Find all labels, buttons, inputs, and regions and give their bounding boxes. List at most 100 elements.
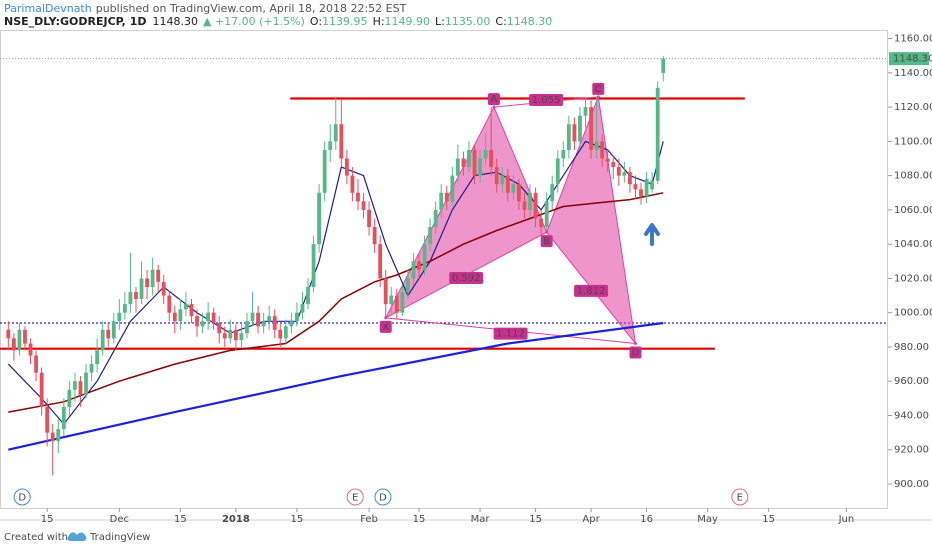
candle-body [250, 312, 255, 322]
ratio-label: 0.592 [452, 273, 481, 284]
candle-body [333, 124, 338, 142]
candle-body [95, 350, 100, 365]
candle-body [261, 321, 266, 327]
last-price-label: 1148.30 [893, 54, 932, 65]
candle-body [616, 167, 621, 176]
candle-body [661, 58, 666, 73]
candle-body [195, 316, 199, 327]
ohlc-key: O: [310, 15, 322, 28]
x-tick-label: Dec [110, 514, 129, 525]
candle-body [89, 364, 94, 373]
y-tick-label: 1120.00 [894, 102, 932, 113]
candle-body [561, 149, 566, 159]
pattern-label-bg [629, 346, 642, 359]
tv-logo [67, 532, 87, 541]
candle-body [367, 209, 371, 228]
y-tick-label: 1160.00 [894, 34, 932, 45]
candle-body [11, 338, 16, 351]
candle-body [422, 244, 427, 270]
candle-body [566, 124, 571, 150]
x-tick-label: 2018 [222, 514, 250, 525]
candle-body [45, 406, 50, 433]
ratio-label-bg [493, 327, 528, 340]
candle-body [134, 292, 138, 299]
candle-body [522, 201, 527, 210]
x-tick-label: 15 [291, 514, 304, 525]
candle-body [289, 321, 294, 327]
candle-body [222, 333, 227, 339]
candle-body [356, 192, 360, 202]
y-tick-label: 1040.00 [894, 239, 932, 250]
candle-body [533, 192, 538, 219]
candle-body [56, 429, 61, 442]
symbol: NSE_DLY:GODREJCP, 1D [4, 15, 146, 28]
candle-body [644, 179, 649, 197]
candle-body [339, 124, 344, 159]
pattern-point [633, 342, 637, 346]
candle-body [433, 209, 438, 228]
candle-body [517, 184, 521, 202]
header: ParimalDevnath published on TradingView.c… [4, 2, 552, 28]
header-line-2: NSE_DLY:GODREJCP, 1D 1148.30 ▲ +17.00 (+1.… [4, 15, 552, 28]
candle-body [111, 321, 116, 339]
candle-body [189, 304, 194, 317]
candle-body [589, 107, 593, 150]
candle-body [78, 381, 83, 395]
candle-body [278, 329, 283, 339]
y-tick-label: 1100.00 [894, 136, 932, 147]
x-tick-label: Apr [582, 514, 600, 525]
candle-body [317, 192, 322, 245]
candle-body [372, 227, 377, 245]
candle-body [184, 304, 188, 310]
pattern-point [384, 316, 388, 320]
y-tick-label: 1140.00 [894, 68, 932, 79]
ohlc-value: 1148.30 [507, 15, 553, 28]
logo-cloud [67, 532, 87, 541]
moving-average [7, 140, 664, 426]
y-tick-label: 1060.00 [894, 205, 932, 216]
candle-body [139, 278, 144, 299]
y-tick-label: 900.00 [894, 479, 929, 490]
candle-body [455, 158, 460, 176]
candle-body [450, 175, 455, 202]
x-tick-label: May [697, 514, 718, 525]
candle-body [28, 343, 33, 356]
candle-body [394, 295, 399, 313]
x-tick-label: 15 [762, 514, 775, 525]
candle-body [84, 372, 88, 395]
candle-body [411, 261, 416, 279]
candle-body [256, 312, 260, 327]
y-tick-label: 1080.00 [894, 171, 932, 182]
event-label: E [352, 493, 358, 504]
candle-body [555, 158, 560, 185]
candle-body [300, 304, 305, 313]
candle-body [200, 321, 205, 327]
pattern-label: A [491, 94, 498, 105]
candle-body [161, 281, 166, 296]
candle-body [100, 329, 105, 351]
event-label: D [18, 493, 26, 504]
y-tick-label: 920.00 [894, 445, 929, 456]
x-tick-label: 15 [174, 514, 187, 525]
candle-body [406, 278, 410, 293]
candle-body [328, 141, 333, 150]
ratio-label-bg [574, 284, 609, 297]
candle-body [206, 312, 211, 322]
candle-body [494, 167, 499, 185]
candle-body [245, 321, 249, 334]
candle-body [439, 192, 444, 210]
candle-body [500, 175, 505, 185]
header-line-1: ParimalDevnath published on TradingView.c… [4, 2, 407, 15]
candle-body [39, 372, 44, 407]
candle-body [283, 326, 288, 339]
candle-body [306, 286, 310, 305]
ohlc-key: H: [373, 15, 385, 28]
pattern-point [492, 105, 496, 109]
ohlc-value: 1139.95 [322, 15, 368, 28]
event-marker [346, 488, 364, 506]
candle-body [511, 184, 516, 193]
x-tick-label: Feb [360, 514, 378, 525]
candle-body [528, 192, 532, 210]
candle-body [505, 175, 510, 193]
candle-body [594, 141, 599, 150]
